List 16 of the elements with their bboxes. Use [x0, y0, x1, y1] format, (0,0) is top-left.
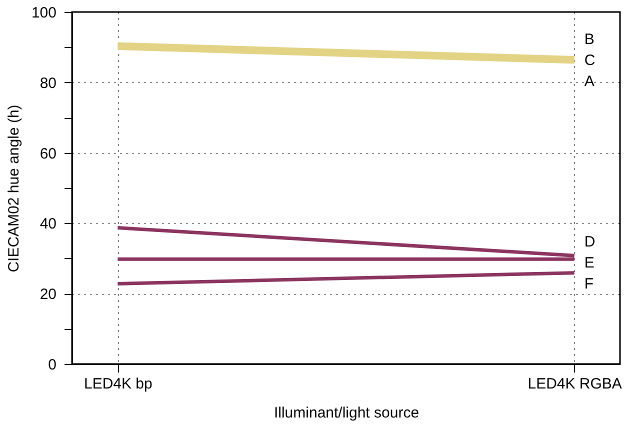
series-label: C	[584, 52, 596, 69]
series-label: F	[584, 276, 594, 293]
x-tick-label: LED4K RGBA	[528, 376, 622, 392]
y-tick-label: 60	[40, 145, 56, 162]
series-label: D	[584, 234, 596, 251]
y-tick-label: 100	[31, 4, 56, 22]
y-axis-title: CIECAM02 hue angle (h)	[5, 104, 22, 272]
y-tick-label: 80	[40, 74, 56, 92]
series-label: E	[584, 254, 594, 272]
series-label: A	[584, 72, 594, 90]
y-tick-label: 20	[40, 286, 56, 304]
x-tick-label: LED4K bp	[84, 376, 152, 392]
x-axis-title: Illuminant/light source	[274, 404, 420, 422]
y-tick-label: 0	[48, 356, 56, 374]
series-label: B	[584, 30, 594, 48]
y-tick-label: 40	[40, 216, 56, 233]
